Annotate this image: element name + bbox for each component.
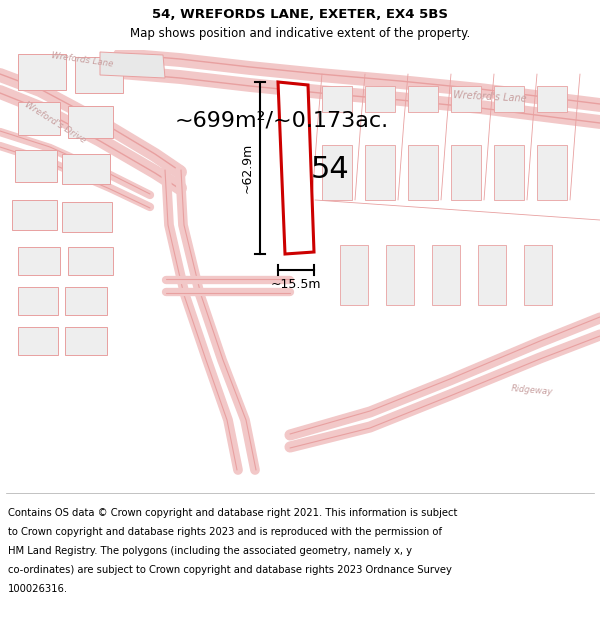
Text: Ridgeway: Ridgeway [511,384,553,396]
Bar [75,57,123,93]
Bar [494,86,524,112]
Bar [451,145,481,200]
Text: Contains OS data © Crown copyright and database right 2021. This information is : Contains OS data © Crown copyright and d… [8,508,457,518]
Text: Wreford's Lane: Wreford's Lane [453,90,527,104]
Bar [62,202,112,232]
Text: to Crown copyright and database rights 2023 and is reproduced with the permissio: to Crown copyright and database rights 2… [8,527,442,537]
Text: co-ordinates) are subject to Crown copyright and database rights 2023 Ordnance S: co-ordinates) are subject to Crown copyr… [8,565,452,575]
Text: Map shows position and indicative extent of the property.: Map shows position and indicative extent… [130,28,470,41]
Bar [68,247,113,275]
Text: ~699m²/~0.173ac.: ~699m²/~0.173ac. [175,110,389,130]
Text: Wrefords Lane: Wrefords Lane [50,51,113,69]
Bar [451,86,481,112]
Bar [494,145,524,200]
Bar [65,327,107,355]
Text: 100026316.: 100026316. [8,584,68,594]
Bar [18,102,60,135]
Bar [537,86,567,112]
Text: 54, WREFORDS LANE, EXETER, EX4 5BS: 54, WREFORDS LANE, EXETER, EX4 5BS [152,9,448,21]
Bar [322,86,352,112]
Bar [18,247,60,275]
Bar [18,327,58,355]
Bar [322,145,352,200]
Text: 54: 54 [311,156,349,184]
Bar [365,86,395,112]
Polygon shape [278,82,314,254]
Bar [68,106,113,138]
Bar [62,154,110,184]
Bar [386,245,414,305]
Bar [365,145,395,200]
Text: ~62.9m: ~62.9m [241,143,254,193]
Bar [15,150,57,182]
Bar [12,200,57,230]
Text: ~15.5m: ~15.5m [271,278,321,291]
Bar [408,86,438,112]
Bar [478,245,506,305]
Bar [18,54,66,90]
Polygon shape [100,52,165,78]
Bar [408,145,438,200]
Text: Wreford's Drive: Wreford's Drive [23,99,87,144]
Bar [65,287,107,315]
Text: HM Land Registry. The polygons (including the associated geometry, namely x, y: HM Land Registry. The polygons (includin… [8,546,412,556]
Bar [18,287,58,315]
Bar [524,245,552,305]
Bar [340,245,368,305]
Bar [432,245,460,305]
Bar [537,145,567,200]
